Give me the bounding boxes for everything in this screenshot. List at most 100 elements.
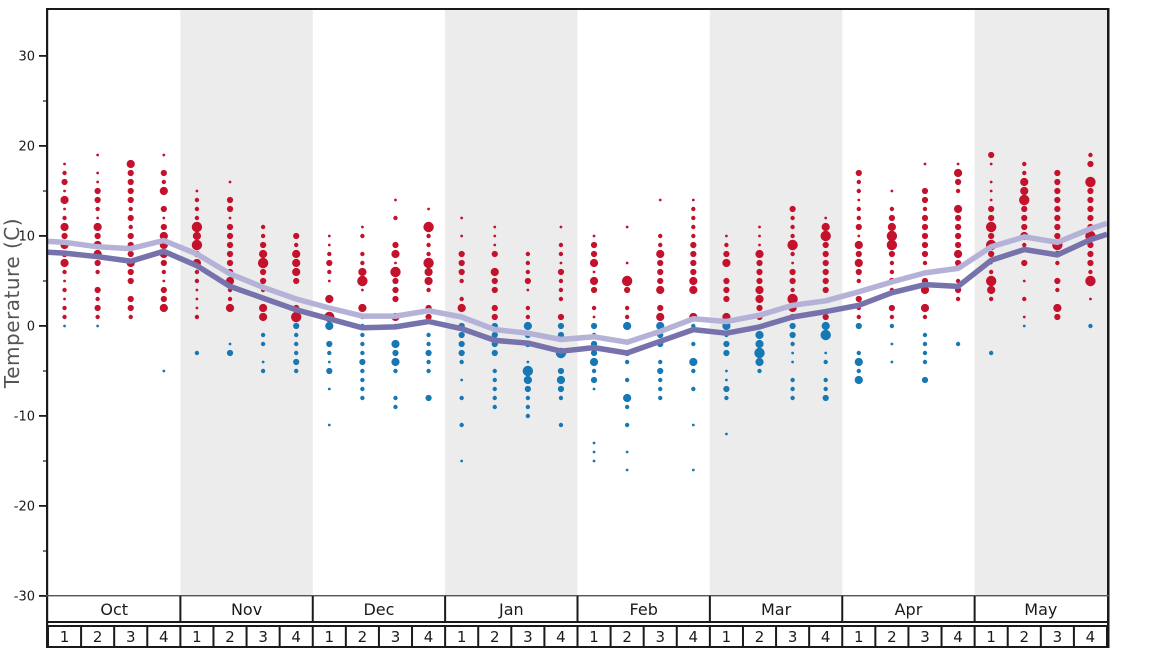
above-freezing-temp-dot	[955, 296, 961, 302]
above-freezing-temp-dot	[194, 206, 200, 212]
below-freezing-temp-dot	[327, 360, 331, 364]
week-number-label: 4	[953, 628, 963, 646]
below-freezing-temp-dot	[492, 377, 497, 383]
above-freezing-temp-dot	[758, 234, 761, 238]
above-freezing-temp-dot	[558, 251, 564, 257]
week-divider	[80, 625, 83, 646]
above-freezing-temp-dot	[656, 249, 665, 259]
below-freezing-temp-dot	[689, 357, 698, 367]
above-freezing-temp-dot	[260, 233, 266, 239]
week-number-label: 2	[490, 628, 500, 646]
above-freezing-temp-dot	[493, 234, 497, 238]
above-freezing-temp-dot	[954, 214, 962, 222]
below-freezing-temp-dot	[890, 342, 894, 346]
below-freezing-temp-dot	[723, 349, 730, 357]
above-freezing-temp-dot	[394, 261, 397, 265]
below-freezing-temp-dot	[855, 322, 862, 330]
week-number-label: 4	[291, 628, 301, 646]
below-freezing-temp-dot	[856, 368, 861, 374]
above-freezing-temp-dot	[95, 206, 100, 212]
above-freezing-temp-dot	[656, 285, 665, 295]
above-freezing-temp-dot	[592, 270, 596, 274]
above-freezing-temp-dot	[127, 295, 134, 303]
below-freezing-temp-dot	[757, 368, 762, 374]
week-number-label: 1	[457, 628, 467, 646]
above-freezing-temp-dot	[1021, 205, 1028, 213]
above-freezing-temp-dot	[160, 169, 167, 177]
above-freezing-temp-dot	[756, 259, 763, 267]
above-freezing-temp-dot	[756, 268, 763, 276]
above-freezing-temp-dot	[161, 179, 167, 185]
above-freezing-temp-dot	[128, 314, 133, 320]
below-freezing-temp-dot	[459, 359, 464, 365]
above-freezing-temp-dot	[989, 198, 993, 202]
above-freezing-temp-dot	[159, 231, 168, 241]
above-freezing-temp-dot	[62, 170, 67, 176]
below-freezing-temp-dot	[426, 368, 431, 374]
below-freezing-temp-dot	[425, 349, 432, 357]
y-minor-tick	[43, 460, 48, 462]
above-freezing-temp-dot	[592, 234, 596, 238]
below-freezing-temp-dot	[523, 321, 532, 331]
above-freezing-temp-dot	[194, 314, 200, 320]
below-freezing-temp-dot	[725, 378, 728, 382]
below-freezing-temp-dot	[392, 349, 399, 357]
above-freezing-temp-dot	[856, 278, 861, 284]
above-freezing-temp-dot	[988, 269, 994, 275]
month-label: Jan	[498, 600, 524, 619]
below-freezing-temp-dot	[360, 386, 365, 392]
above-freezing-temp-dot	[160, 223, 167, 231]
week-divider	[708, 625, 711, 646]
below-freezing-temp-dot	[260, 368, 266, 374]
below-freezing-temp-dot	[624, 359, 630, 365]
below-freezing-temp-dot	[96, 324, 100, 328]
above-freezing-temp-dot	[358, 267, 367, 277]
month-label: Dec	[363, 600, 394, 619]
above-freezing-temp-dot	[889, 314, 895, 320]
below-freezing-temp-dot	[458, 331, 465, 339]
above-freezing-temp-dot	[94, 286, 101, 294]
above-freezing-temp-dot	[491, 313, 498, 321]
above-freezing-temp-dot	[127, 250, 134, 258]
above-freezing-temp-dot	[226, 232, 234, 240]
week-divider	[278, 625, 281, 646]
bottom-spine	[46, 646, 1110, 648]
below-freezing-temp-dot	[294, 368, 299, 374]
above-freezing-temp-dot	[460, 216, 464, 220]
below-freezing-temp-dot	[658, 395, 663, 401]
above-freezing-temp-dot	[357, 275, 368, 287]
month-label: May	[1024, 600, 1057, 619]
above-freezing-temp-dot	[888, 250, 895, 258]
week-divider	[576, 625, 579, 646]
above-freezing-temp-dot	[127, 187, 134, 195]
above-freezing-temp-dot	[260, 277, 267, 285]
week-divider	[179, 625, 182, 646]
y-tick-label: 10	[18, 230, 35, 245]
week-divider	[808, 625, 811, 646]
below-freezing-temp-dot	[988, 350, 994, 356]
below-freezing-temp-dot	[590, 376, 598, 384]
above-freezing-temp-dot	[525, 305, 531, 311]
above-freezing-temp-dot	[1085, 176, 1096, 188]
month-divider	[841, 596, 844, 622]
above-freezing-temp-dot	[195, 189, 199, 193]
y-tick-label: 0	[27, 320, 35, 335]
above-freezing-temp-dot	[327, 269, 332, 275]
week-divider	[741, 625, 744, 646]
below-freezing-temp-dot	[492, 404, 497, 410]
above-freezing-temp-dot	[855, 223, 862, 231]
below-freezing-temp-dot	[360, 350, 365, 356]
below-freezing-temp-dot	[856, 350, 861, 356]
above-freezing-temp-dot	[525, 251, 531, 257]
below-freezing-temp-dot	[492, 368, 497, 374]
above-freezing-temp-dot	[191, 221, 203, 233]
above-freezing-temp-dot	[260, 241, 267, 249]
above-freezing-temp-dot	[61, 232, 68, 240]
above-freezing-temp-dot	[690, 250, 697, 258]
month-label: Apr	[895, 600, 923, 619]
above-freezing-temp-dot	[96, 180, 100, 184]
above-freezing-temp-dot	[458, 268, 465, 276]
below-freezing-temp-dot	[755, 339, 764, 349]
above-freezing-temp-dot	[787, 239, 798, 251]
